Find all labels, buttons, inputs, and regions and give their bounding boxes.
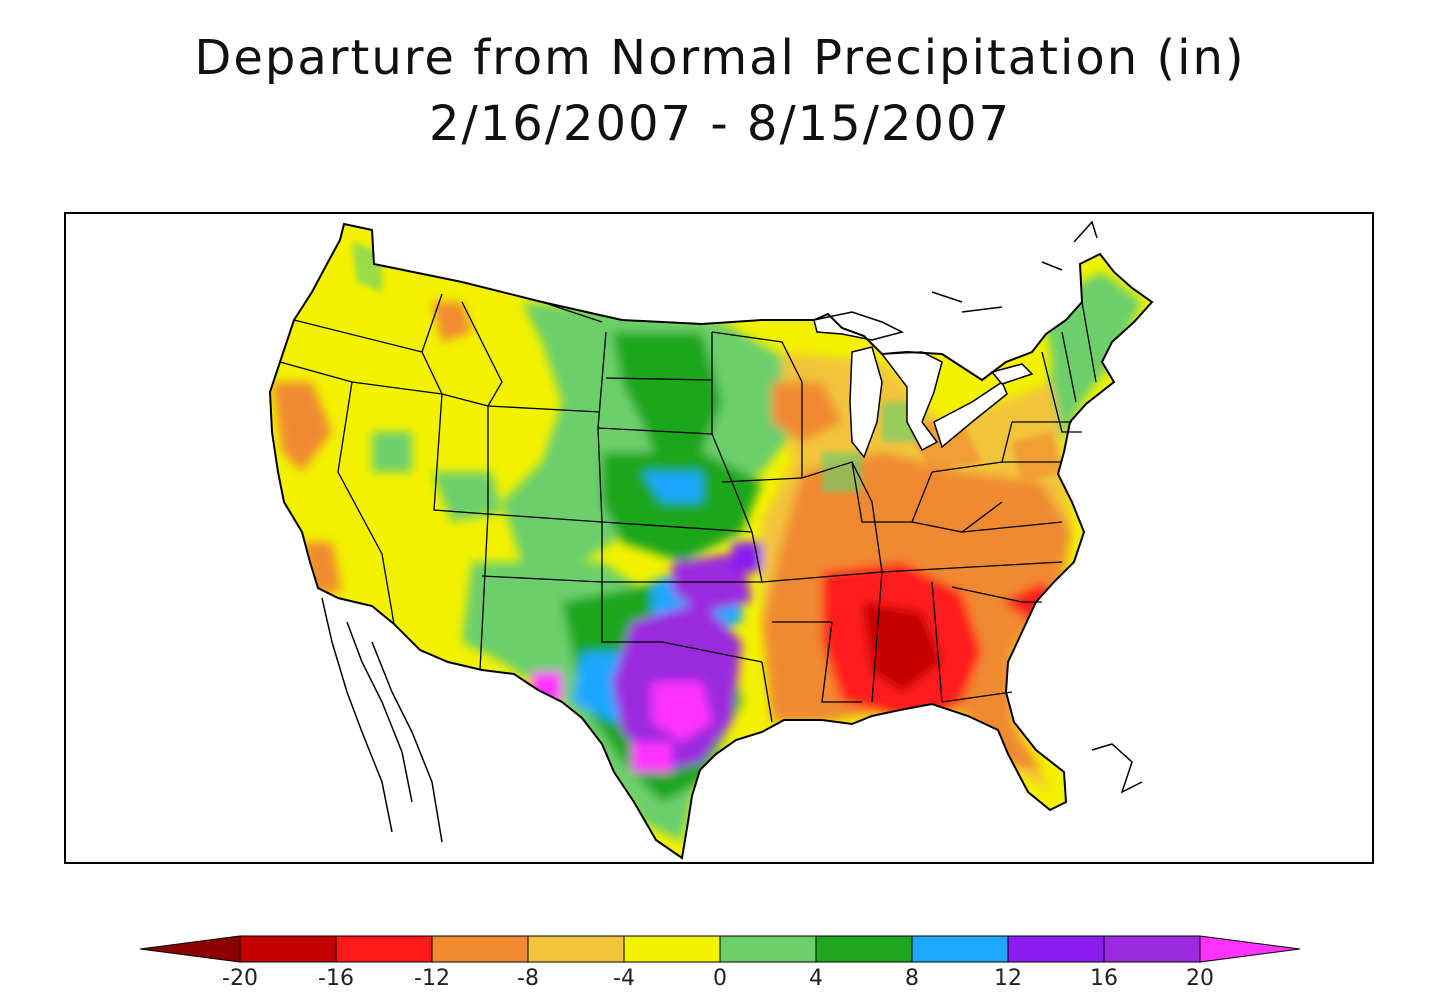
colorbar-bin--20_to_-16 <box>239 935 337 963</box>
map-title: Departure from Normal Precipitation (in) <box>194 30 1246 86</box>
state-boundaries <box>279 293 1097 723</box>
colorbar-bin--4_to_0 <box>623 935 721 963</box>
colorbar-bin-4_to_8 <box>815 935 913 963</box>
colorbar-tick-label: 8 <box>905 966 919 991</box>
colorbar-bin--16_to_-12 <box>335 935 433 963</box>
colorbar-bin-12_to_16 <box>1007 935 1105 963</box>
colorbar <box>140 935 1300 963</box>
colorbar-tick-label: -12 <box>414 966 450 991</box>
colorbar-bin-0_to_4 <box>719 935 817 963</box>
colorbar-low-extension <box>140 935 241 963</box>
colorbar-tick-label: -8 <box>517 966 539 991</box>
colorbar-tick-label: 0 <box>713 966 727 991</box>
colorbar-tick-label: 20 <box>1186 966 1214 991</box>
map-panel <box>64 212 1374 864</box>
map-date-range: 2/16/2007 - 8/15/2007 <box>428 96 1012 152</box>
colorbar-tick-label: -20 <box>222 966 258 991</box>
great-lakes <box>813 311 1034 459</box>
neighbor-coastlines <box>321 220 1143 843</box>
precipitation-map <box>269 220 1153 859</box>
colorbar-tick-label: -16 <box>318 966 354 991</box>
colorbar-tick-label: 12 <box>994 966 1022 991</box>
colorbar-ticks: -20 -16 -12 -8 -4 0 4 8 12 16 20 <box>0 966 1440 996</box>
colorbar-tick-label: -4 <box>613 966 635 991</box>
colorbar-bin-16_to_20 <box>1103 935 1201 963</box>
colorbar-bin-8_to_12 <box>911 935 1009 963</box>
colorbar-high-extension <box>1199 935 1300 963</box>
colorbar-tick-label: 4 <box>809 966 823 991</box>
colorbar-bin--12_to_-8 <box>431 935 529 963</box>
colorbar-bin--8_to_-4 <box>527 935 625 963</box>
colorbar-tick-label: 16 <box>1090 966 1118 991</box>
precipitation-anomaly-layer <box>270 224 1152 858</box>
